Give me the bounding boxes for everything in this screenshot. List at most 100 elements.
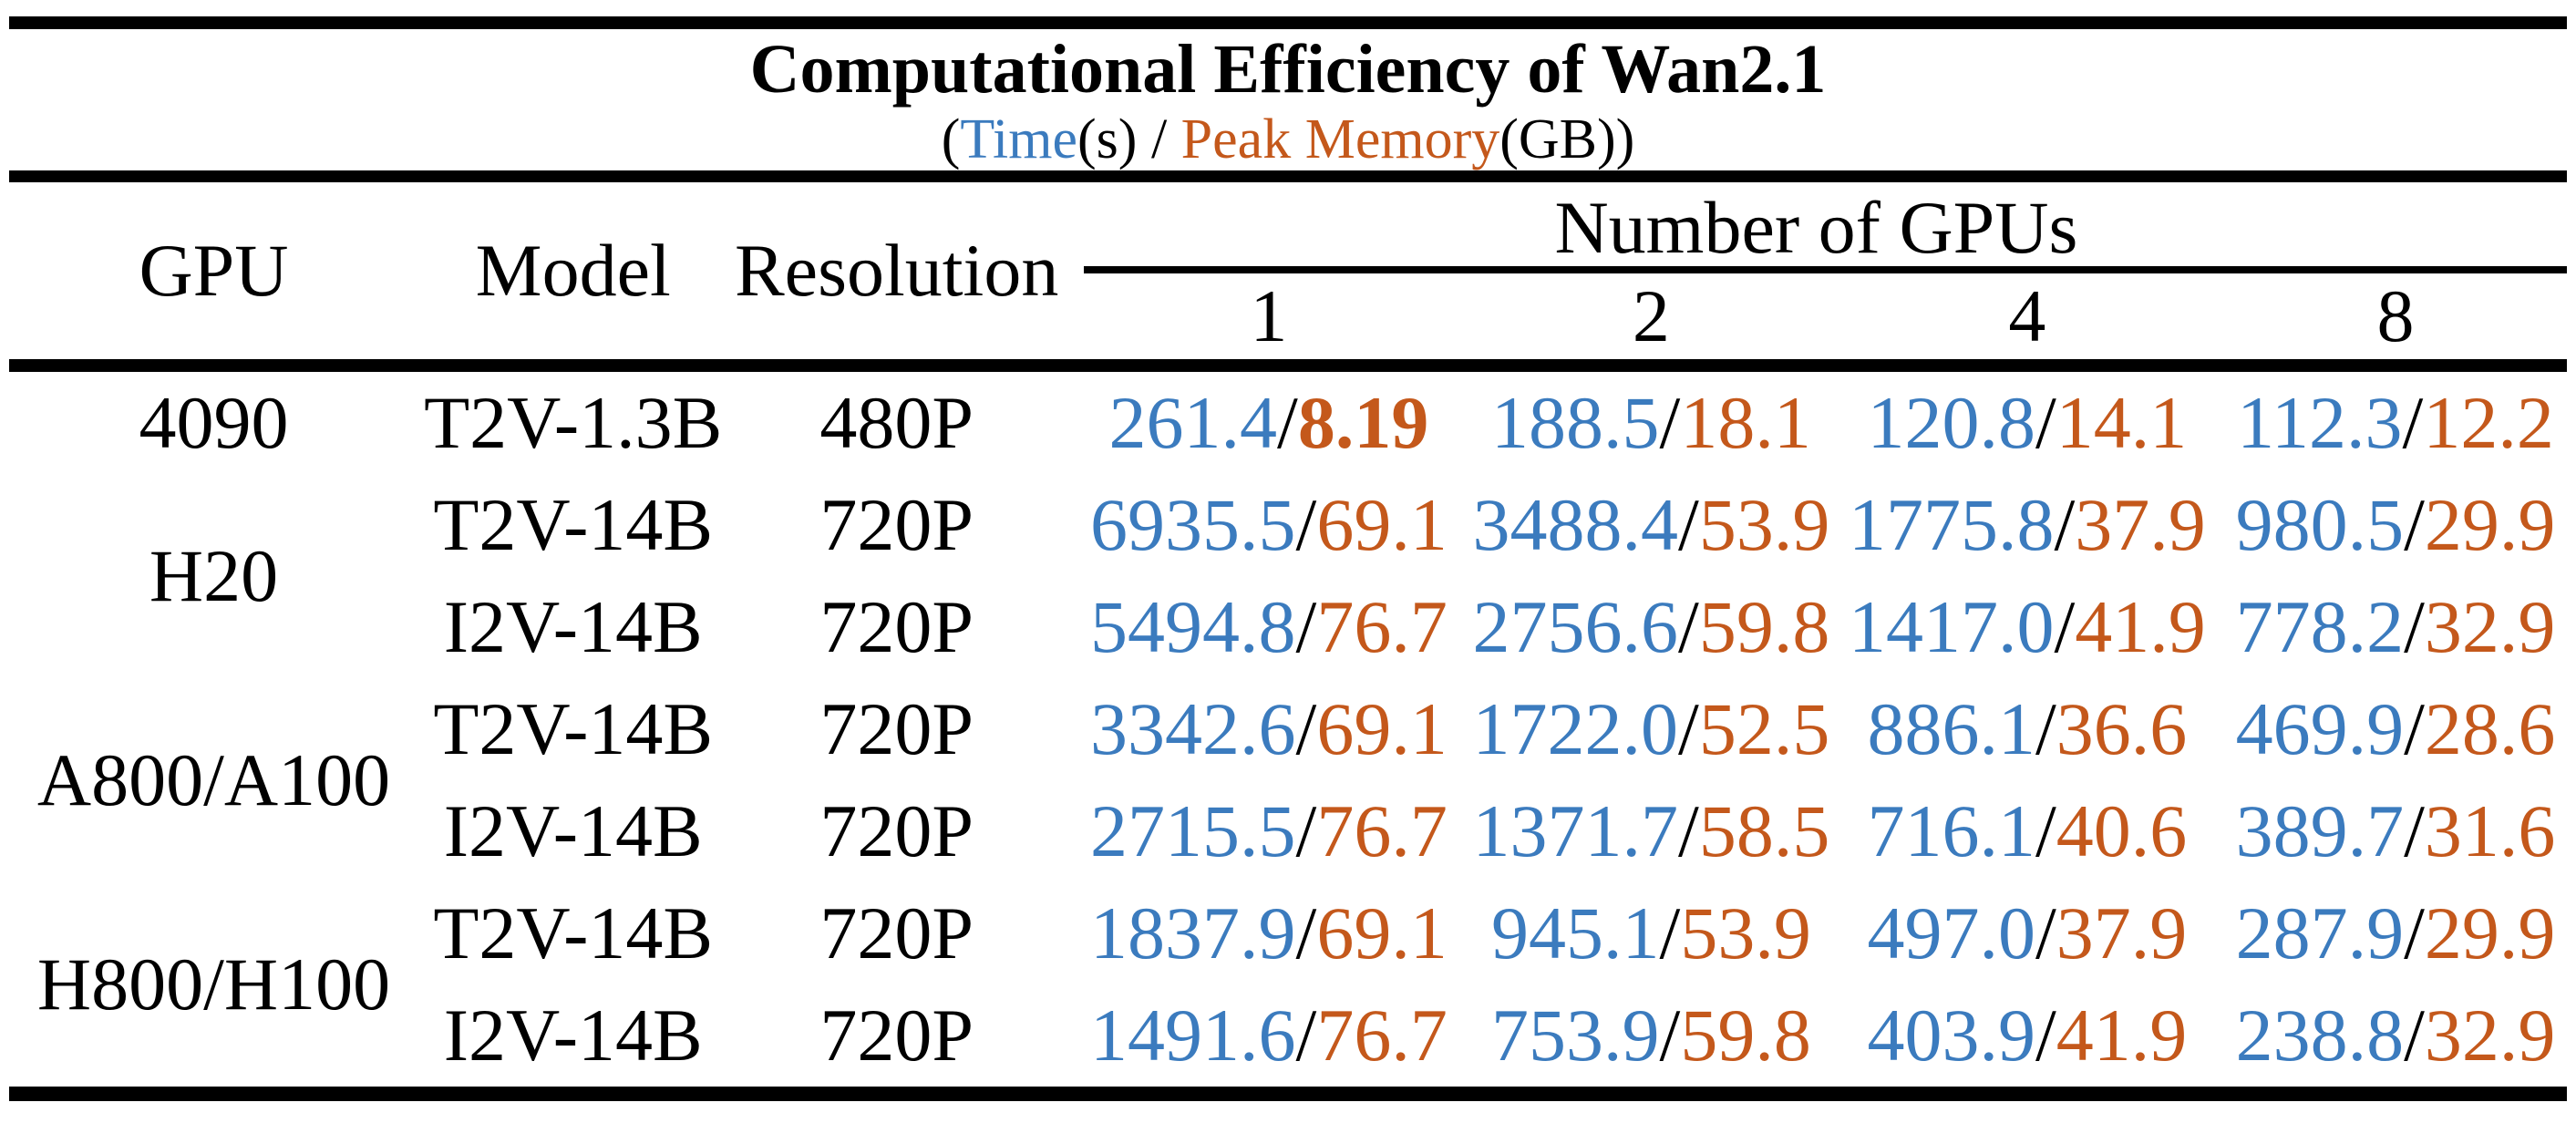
slash-separator: / <box>1678 789 1699 872</box>
memory-value: 53.9 <box>1680 891 1811 974</box>
subtitle-separator: / <box>1137 108 1181 170</box>
slash-separator: / <box>2054 483 2076 566</box>
model-cell: I2V-14B <box>443 585 703 668</box>
header-row-counts: 1 2 4 8 <box>9 273 2567 372</box>
slash-separator: / <box>2404 789 2425 872</box>
time-value: 112.3 <box>2237 381 2403 464</box>
memory-value: 52.5 <box>1698 687 1830 770</box>
memory-value: 76.7 <box>1316 994 1448 1077</box>
header-row-group: GPU Model Resolution Number of GPUs <box>9 182 2567 372</box>
slash-separator: / <box>1295 585 1317 668</box>
memory-value: 41.9 <box>2075 585 2206 668</box>
time-value: 1775.8 <box>1848 483 2055 566</box>
table-row: I2V-14B 720P 5494.8/76.7 2756.6/59.8 141… <box>9 576 2567 678</box>
header-model: Model <box>417 182 728 372</box>
header-gpu-count-2: 2 <box>1472 273 1830 372</box>
slash-separator: / <box>1295 789 1317 872</box>
time-value: 945.1 <box>1491 891 1660 974</box>
header-gpu-count-8: 8 <box>2223 273 2567 372</box>
memory-value: 32.9 <box>2424 994 2556 1077</box>
memory-value: 37.9 <box>2075 483 2206 566</box>
time-memory-cell: 1722.0/52.5 <box>1472 678 1830 780</box>
memory-value: 14.1 <box>2056 381 2188 464</box>
subtitle-open-paren: ( <box>941 108 961 170</box>
memory-value: 18.1 <box>1680 381 1811 464</box>
time-value: 3488.4 <box>1472 483 1679 566</box>
time-memory-cell: 403.9/41.9 <box>1829 984 2224 1101</box>
table-row: 4090 T2V-1.3B 480P 261.4/8.19 188.5/18.1… <box>9 366 2567 474</box>
resolution-cell: 720P <box>819 585 974 668</box>
time-memory-cell: 2715.5/76.7 <box>1066 780 1472 882</box>
subtitle-time-label: Time <box>960 108 1078 170</box>
memory-value: 12.2 <box>2423 381 2554 464</box>
slash-separator: / <box>2404 891 2425 974</box>
time-value: 5494.8 <box>1090 585 1296 668</box>
model-cell: T2V-14B <box>433 687 714 770</box>
time-memory-cell: 469.9/28.6 <box>2224 678 2567 780</box>
time-value: 886.1 <box>1867 687 2035 770</box>
time-memory-cell: 389.7/31.6 <box>2224 780 2567 882</box>
title-divider-rule <box>9 170 2567 182</box>
slash-separator: / <box>1678 687 1699 770</box>
memory-value: 29.9 <box>2424 891 2556 974</box>
slash-separator: / <box>1295 891 1317 974</box>
time-value: 716.1 <box>1867 789 2035 872</box>
time-value: 1491.6 <box>1090 994 1296 1077</box>
slash-separator: / <box>1659 994 1681 1077</box>
slash-separator: / <box>2404 585 2425 668</box>
time-memory-cell: 1491.6/76.7 <box>1065 984 1472 1101</box>
time-memory-cell: 886.1/36.6 <box>1830 678 2224 780</box>
memory-value: 8.19 <box>1297 381 1429 464</box>
time-value: 6935.5 <box>1090 483 1296 566</box>
memory-value: 58.5 <box>1698 789 1830 872</box>
time-memory-cell: 188.5/18.1 <box>1472 366 1830 474</box>
time-value: 1837.9 <box>1090 891 1296 974</box>
time-memory-cell: 778.2/32.9 <box>2224 576 2567 678</box>
model-cell: I2V-14B <box>417 984 728 1101</box>
gpu-cell: H20 <box>149 534 279 617</box>
time-value: 753.9 <box>1491 994 1660 1077</box>
memory-value: 59.8 <box>1680 994 1811 1077</box>
slash-separator: / <box>1295 687 1317 770</box>
memory-value: 29.9 <box>2424 483 2556 566</box>
time-value: 778.2 <box>2235 585 2405 668</box>
memory-value: 76.7 <box>1316 585 1448 668</box>
header-gpu-count-4: 4 <box>1829 273 2224 372</box>
time-value: 2715.5 <box>1090 789 1296 872</box>
memory-value: 37.9 <box>2056 891 2188 974</box>
memory-value: 69.1 <box>1316 483 1448 566</box>
time-memory-cell: 1775.8/37.9 <box>1830 474 2224 576</box>
time-value: 497.0 <box>1867 891 2035 974</box>
time-value: 469.9 <box>2235 687 2405 770</box>
model-cell: T2V-14B <box>433 483 714 566</box>
slash-separator: / <box>2404 994 2425 1077</box>
time-memory-cell: 287.9/29.9 <box>2224 882 2567 984</box>
slash-separator: / <box>2404 483 2425 566</box>
slash-separator: / <box>2054 585 2076 668</box>
slash-separator: / <box>1678 585 1699 668</box>
memory-value: 69.1 <box>1316 891 1448 974</box>
top-rule <box>9 16 2567 29</box>
time-value: 287.9 <box>2235 891 2405 974</box>
slash-separator: / <box>1295 994 1317 1077</box>
slash-separator: / <box>1678 483 1699 566</box>
header-number-of-gpus-label: Number of GPUs <box>1554 186 2078 269</box>
time-memory-cell: 1417.0/41.9 <box>1830 576 2224 678</box>
time-memory-cell: 753.9/59.8 <box>1472 984 1830 1101</box>
time-value: 1722.0 <box>1472 687 1679 770</box>
time-value: 2756.6 <box>1472 585 1679 668</box>
memory-value: 41.9 <box>2056 994 2188 1077</box>
memory-value: 31.6 <box>2424 789 2556 872</box>
header-resolution: Resolution <box>727 182 1066 372</box>
memory-value: 36.6 <box>2056 687 2188 770</box>
time-memory-cell: 1371.7/58.5 <box>1472 780 1830 882</box>
time-value: 1417.0 <box>1848 585 2055 668</box>
time-memory-cell: 5494.8/76.7 <box>1066 576 1472 678</box>
subtitle-memory-label: Peak Memory <box>1180 108 1500 170</box>
table-row: I2V-14B 720P 2715.5/76.7 1371.7/58.5 716… <box>9 780 2567 882</box>
slash-separator: / <box>1295 483 1317 566</box>
resolution-cell: 720P <box>727 984 1066 1101</box>
resolution-cell: 720P <box>819 687 974 770</box>
time-memory-cell: 6935.5/69.1 <box>1066 474 1472 576</box>
table-subtitle: (Time(s) / Peak Memory(GB)) <box>9 109 2567 170</box>
